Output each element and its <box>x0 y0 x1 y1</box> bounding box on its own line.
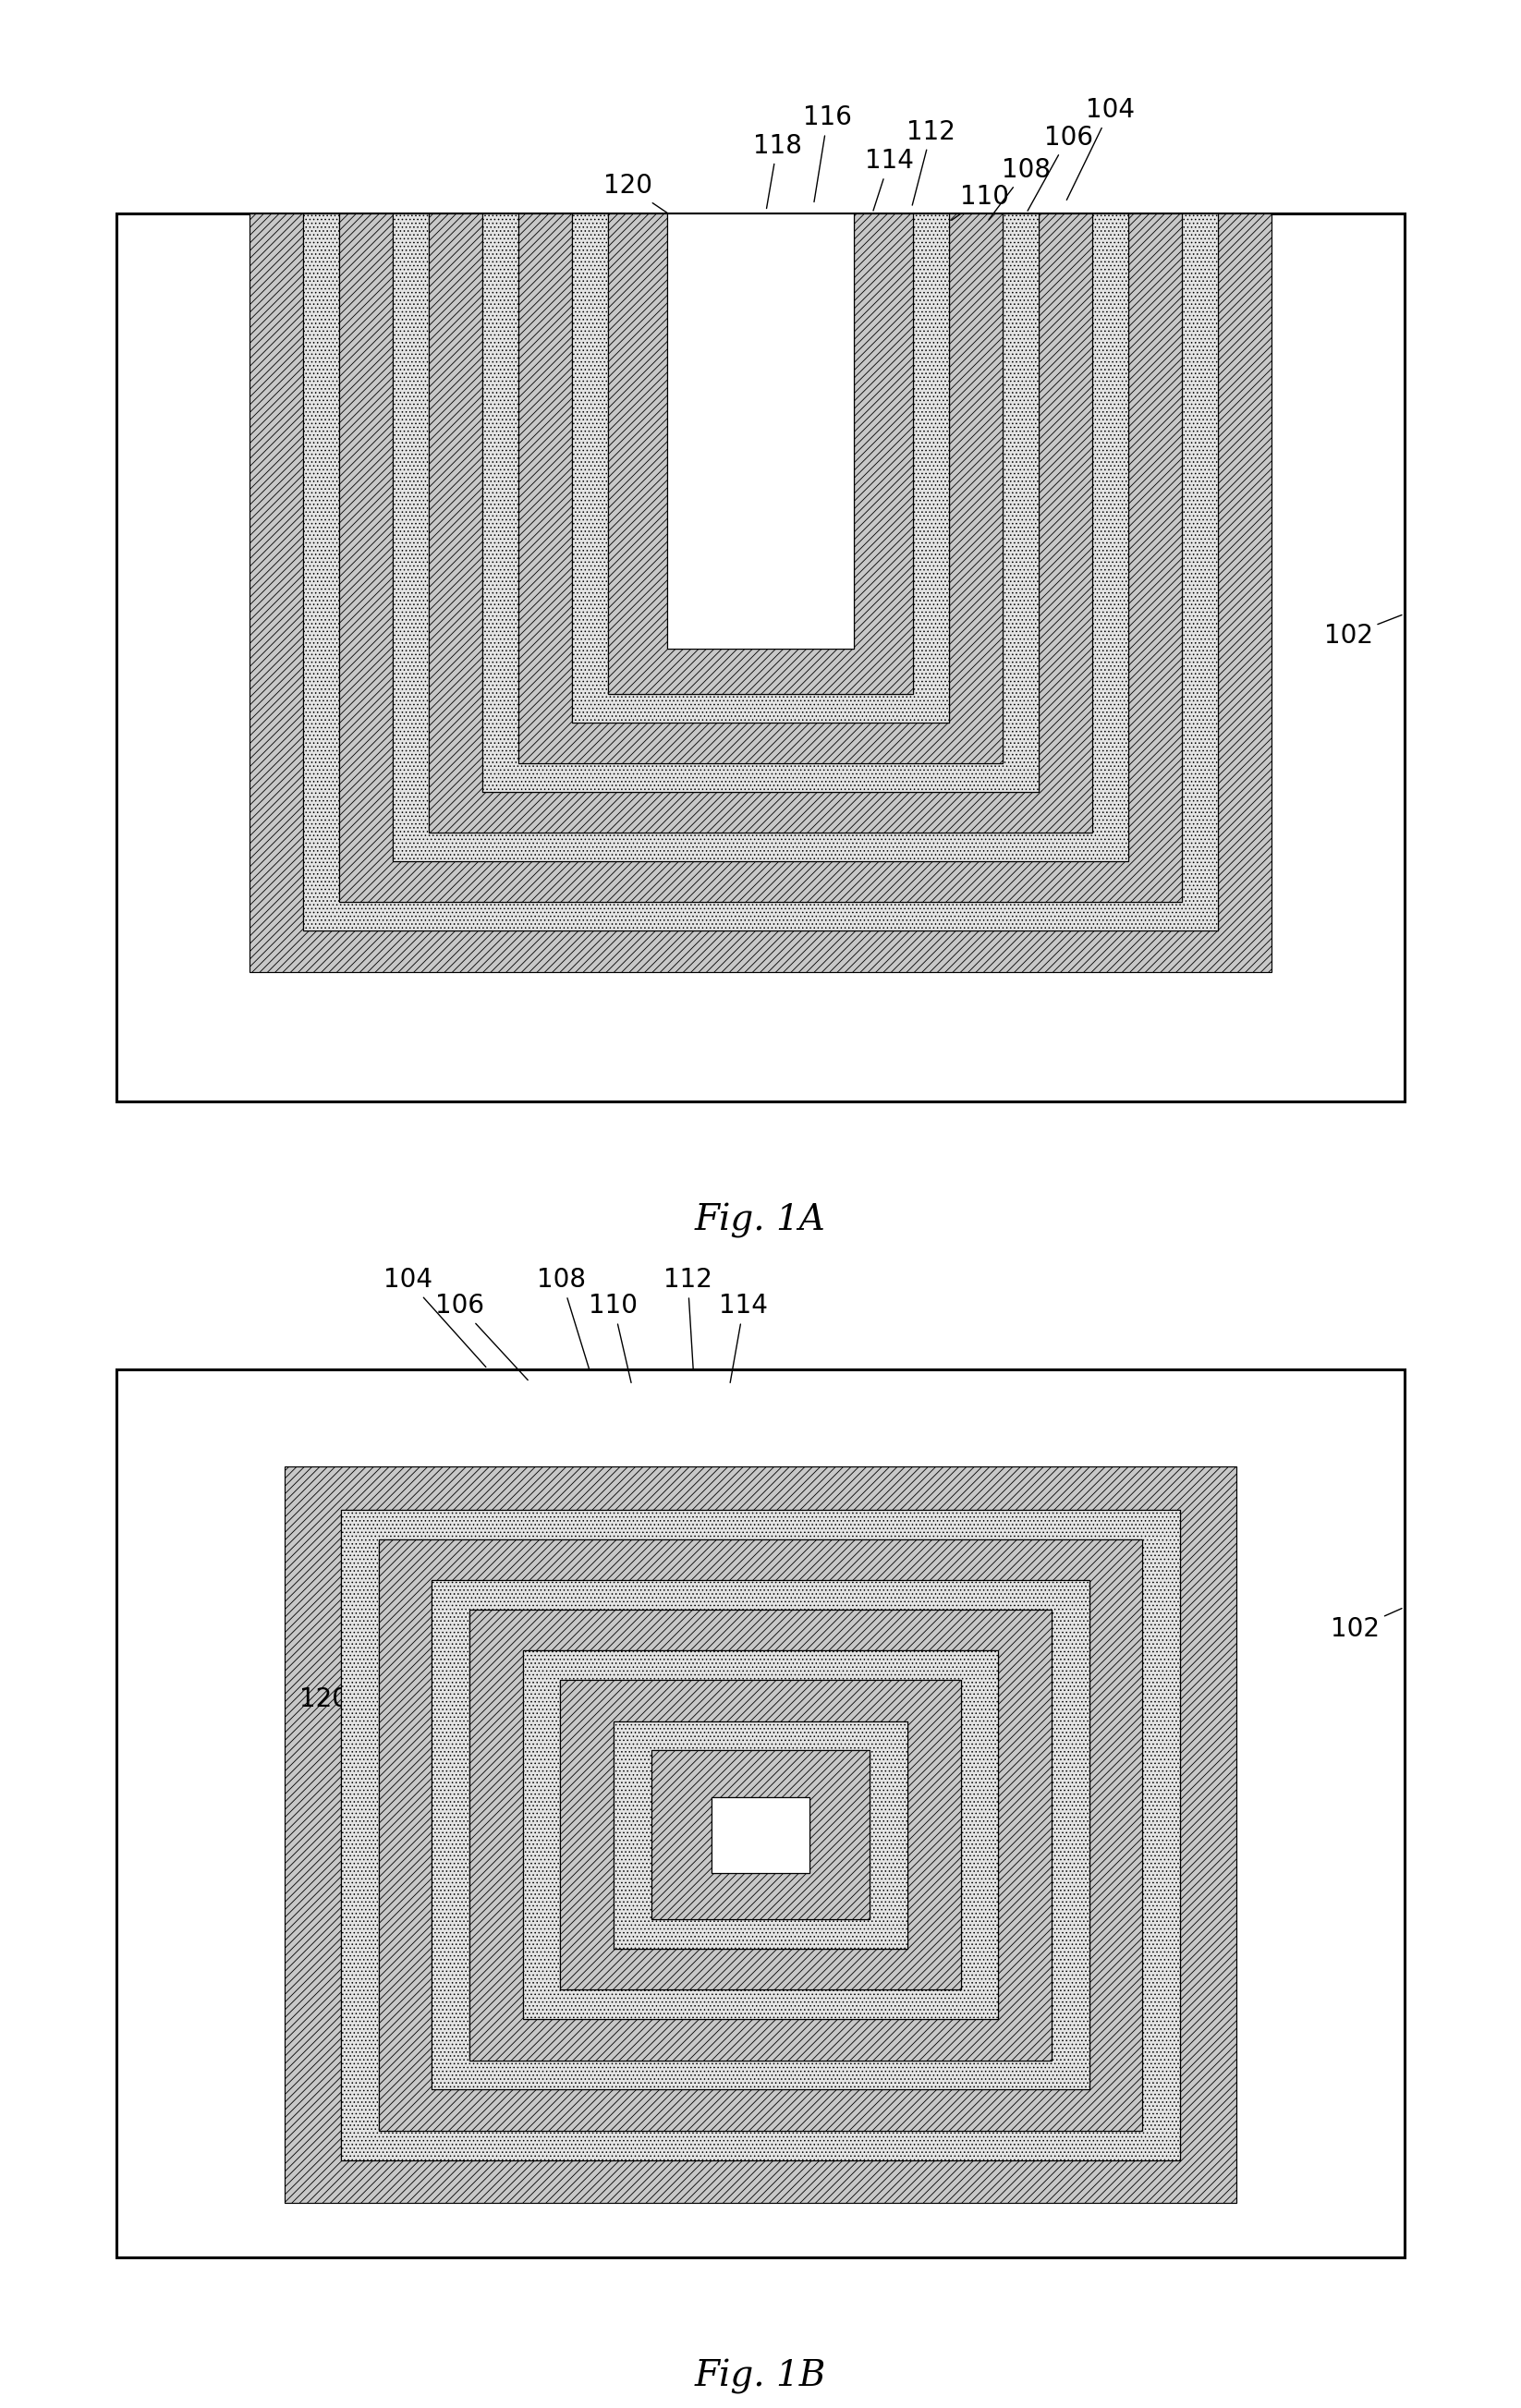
Text: 110: 110 <box>952 183 1008 219</box>
Polygon shape <box>572 214 949 722</box>
Polygon shape <box>519 214 1002 763</box>
Polygon shape <box>284 1466 1237 2203</box>
Polygon shape <box>432 1580 1089 2090</box>
Polygon shape <box>341 1510 1180 2160</box>
Text: 102: 102 <box>1331 1609 1402 1642</box>
Text: 110: 110 <box>589 1293 637 1382</box>
Polygon shape <box>379 1539 1142 2131</box>
Polygon shape <box>651 1751 870 1919</box>
Text: 118: 118 <box>753 132 802 209</box>
Polygon shape <box>339 214 1182 903</box>
Text: 104: 104 <box>383 1267 485 1368</box>
Polygon shape <box>666 214 855 648</box>
Polygon shape <box>523 1652 998 2018</box>
Text: 106: 106 <box>435 1293 528 1380</box>
Polygon shape <box>712 1796 809 1873</box>
Polygon shape <box>651 1751 870 1919</box>
Text: 120: 120 <box>604 173 681 222</box>
Text: 114: 114 <box>865 149 914 209</box>
Bar <box>117 1368 1404 2259</box>
Text: 112: 112 <box>663 1267 712 1368</box>
Text: 108: 108 <box>537 1267 589 1368</box>
Text: 102: 102 <box>1323 614 1402 648</box>
Polygon shape <box>470 1609 1051 2061</box>
Polygon shape <box>379 1539 1142 2131</box>
Polygon shape <box>341 1510 1180 2160</box>
Text: 112: 112 <box>907 118 955 205</box>
Polygon shape <box>249 214 1272 970</box>
Text: Fig. 1A: Fig. 1A <box>695 1204 826 1238</box>
Text: 104: 104 <box>1066 96 1135 200</box>
Text: 114: 114 <box>719 1293 768 1382</box>
Polygon shape <box>429 214 1092 833</box>
Bar <box>117 214 1404 1103</box>
Polygon shape <box>608 214 913 694</box>
Text: 116: 116 <box>1022 1686 1132 1724</box>
Text: 106: 106 <box>1028 125 1092 212</box>
Text: 108: 108 <box>989 157 1051 219</box>
Polygon shape <box>482 214 1039 792</box>
Polygon shape <box>470 1609 1051 2061</box>
Polygon shape <box>303 214 1218 929</box>
Polygon shape <box>432 1580 1089 2090</box>
Text: 118: 118 <box>990 1717 1132 1753</box>
Polygon shape <box>613 1722 908 1948</box>
Text: Fig. 1B: Fig. 1B <box>695 2360 826 2394</box>
Polygon shape <box>523 1652 998 2018</box>
Polygon shape <box>613 1722 908 1948</box>
Polygon shape <box>560 1681 961 1989</box>
Bar <box>712 1796 809 1873</box>
Text: 116: 116 <box>803 106 852 202</box>
Polygon shape <box>560 1681 961 1989</box>
Polygon shape <box>392 214 1129 862</box>
Text: 120: 120 <box>300 1686 493 1739</box>
